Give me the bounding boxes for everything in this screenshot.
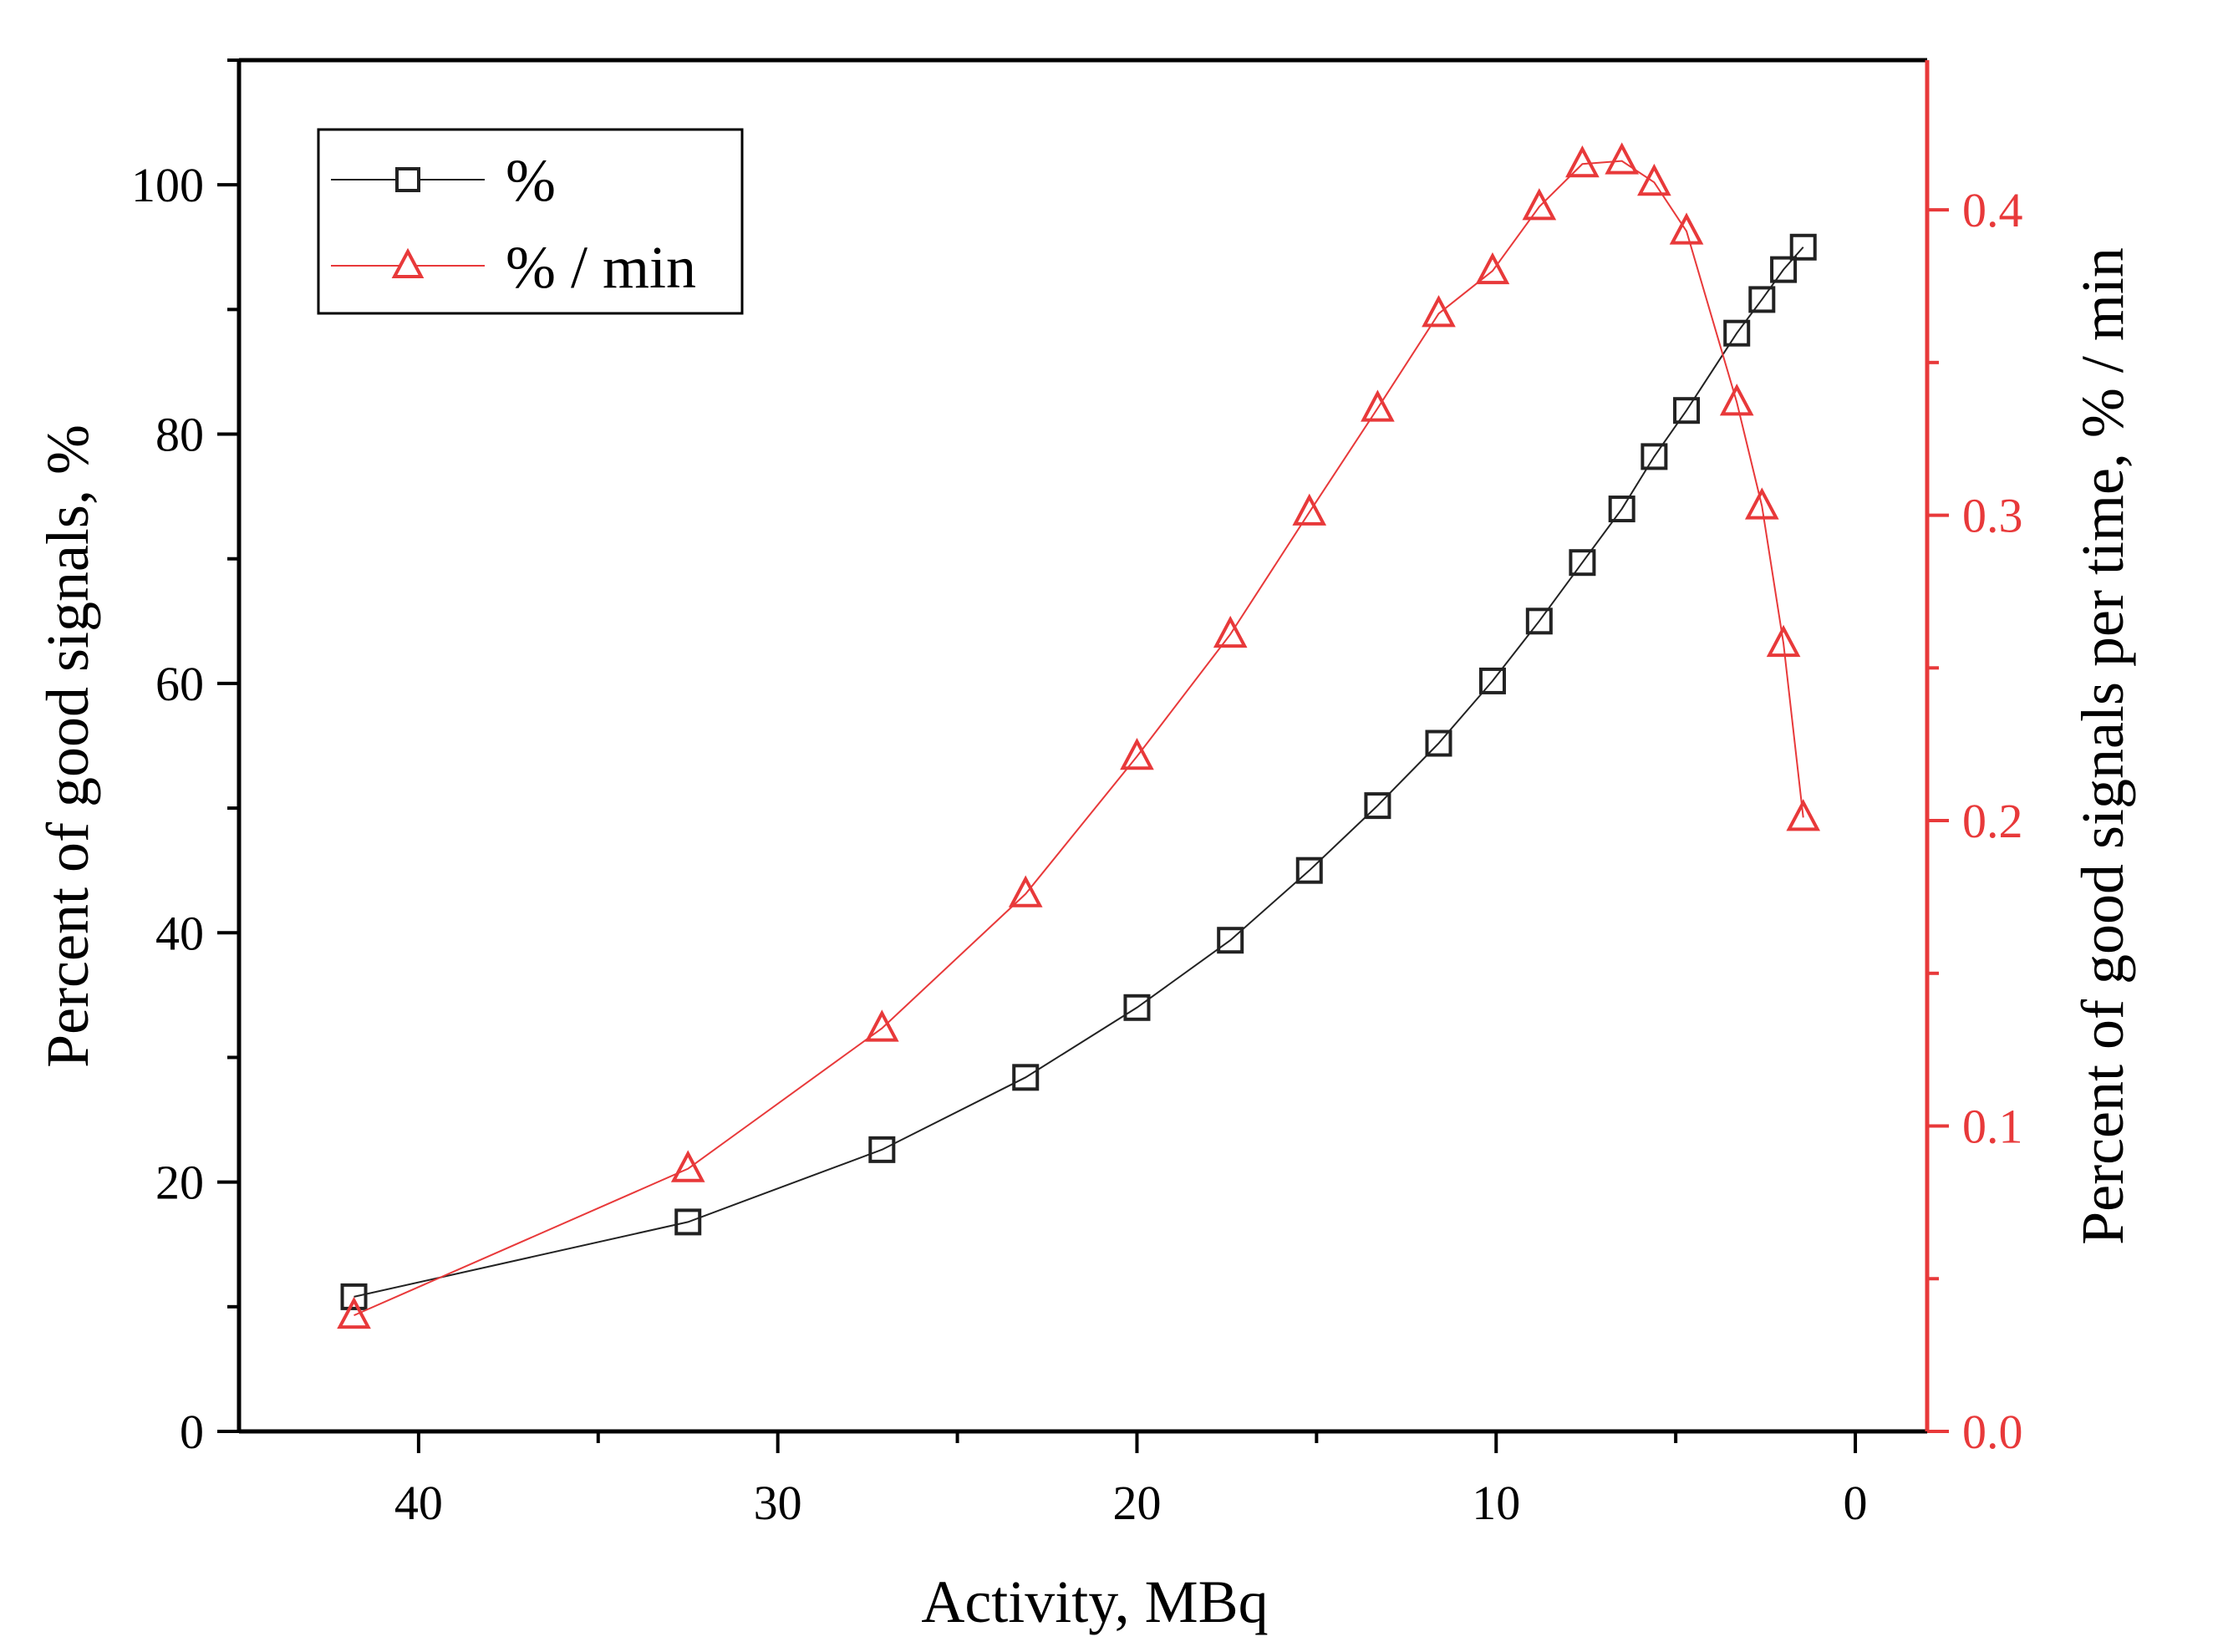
series-percent-per-min-point [1719,384,1754,416]
series-percent-line [354,247,1804,1298]
series-percent-per-min [337,142,1821,1329]
legend-label-percent-per-min: % / min [506,234,696,301]
series-percent-per-min-point [1292,493,1327,526]
y-tick-label: 60 [155,657,204,711]
y-tick-label: 0 [180,1405,204,1459]
series-percent-per-min-point [1605,142,1640,175]
series-percent-point [1748,286,1776,313]
series-percent-point [868,1136,896,1163]
series-percent-per-min-point [1637,163,1671,196]
series-percent-point [1525,607,1553,635]
series-percent-per-min-point [864,1009,899,1042]
series-percent-point [1217,927,1244,954]
x-axis-title: Activity, MBq [921,1568,1268,1635]
x-tick-label: 40 [394,1476,443,1530]
series-percent-point [1478,667,1506,694]
y2-tick-label: 0.4 [1962,183,2023,237]
x-tick-label: 10 [1472,1476,1520,1530]
series-percent-per-min-point [1766,624,1801,658]
x-tick-label: 0 [1844,1476,1868,1530]
series-percent-per-min-point [1422,295,1456,328]
series-percent-per-min-point [1120,738,1154,770]
y2-tick-label: 0.1 [1962,1100,2023,1154]
y2-tick-label: 0.0 [1962,1405,2023,1459]
series-percent-per-min-point [670,1150,705,1182]
y2-tick-label: 0.2 [1962,794,2023,848]
series-percent-per-min-point [1786,799,1821,831]
series-percent-per-min-line [354,160,1804,1317]
x-axis-ticks: 40 30 20 10 0 [394,1431,1868,1530]
series-percent-per-min-point [1744,487,1779,520]
series-percent-per-min-point [337,1296,371,1329]
legend-marker-square [395,167,420,192]
series-percent-point [1608,496,1635,523]
y-axis-title: Percent of good signals, % [34,424,101,1068]
legend-label-percent: % [506,147,556,214]
x-tick-label: 30 [754,1476,802,1530]
y2-axis-title: Percent of good signals per time, % / mi… [2069,247,2136,1245]
series-percent-point [674,1208,702,1236]
series-percent-point [1641,443,1668,470]
series-percent-per-min-point [1008,875,1043,907]
series-percent-point [1364,792,1391,820]
series-percent [340,233,1817,1310]
series-percent-point [1789,233,1817,261]
series-percent-point [1673,397,1701,424]
y-axis-ticks: 0 20 40 60 80 100 [131,58,239,1459]
y-tick-label: 20 [155,1156,204,1210]
series-percent-point [1770,256,1798,283]
y2-axis-ticks: 0.0 0.1 0.2 0.3 0.4 [1927,183,2023,1459]
series-percent-per-min-point [1669,212,1704,245]
legend: % % / min [317,128,744,315]
series-percent-per-min-point [1565,145,1600,178]
series-percent-point [1295,856,1323,884]
series-percent-point [340,1283,368,1310]
series-percent-per-min-point [1213,615,1248,648]
x-tick-label: 20 [1112,1476,1161,1530]
series-percent-per-min-point [1522,188,1557,221]
series-percent-per-min-point [1361,389,1395,422]
series-percent-point [1425,729,1452,757]
legend-marker-triangle [391,247,425,278]
plot-frame [237,58,1930,1434]
y2-tick-label: 0.3 [1962,489,2023,543]
legend-box [317,128,744,315]
y-tick-label: 100 [131,158,204,212]
y-tick-label: 40 [155,906,204,960]
series-percent-per-min-point [1475,252,1510,285]
series-percent-point [1723,319,1751,347]
y-tick-label: 80 [155,408,204,462]
series-percent-point [1123,994,1151,1021]
series-percent-point [1569,549,1596,577]
series-percent-point [1012,1064,1040,1091]
